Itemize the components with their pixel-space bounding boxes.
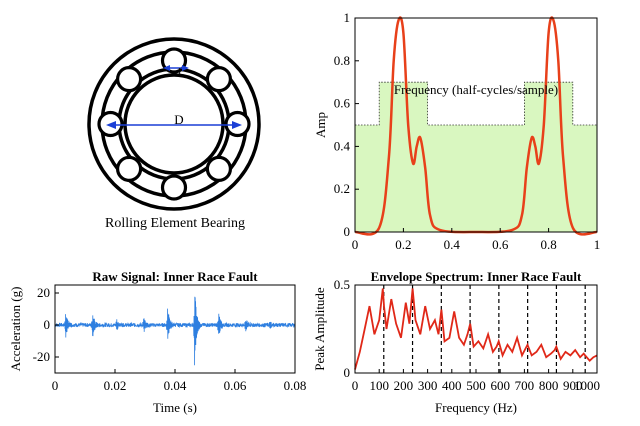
filter-x-label: Frequency (half-cycles/sample) [394,82,558,97]
raw-x-ticks: 0 0.02 0.04 0.06 0.08 [52,369,307,393]
envelope-x-tick-label: 1000 [574,378,600,393]
rolling-element-ball [205,155,233,183]
filter-axes-frame [354,17,598,233]
envelope-x-tick-label: 100 [369,378,389,393]
raw-title: Raw Signal: Inner Race Fault [92,269,258,284]
filter-x-tick-label: 0.8 [540,237,556,252]
filter-x-tick-label: 0.6 [492,237,509,252]
rolling-elements [97,47,251,201]
raw-y-label: Acceleration (g) [8,287,23,372]
envelope-x-label: Frequency (Hz) [435,400,517,415]
pitch-diameter-label: D [174,112,183,127]
bearing-outer-ring [87,37,261,211]
filter-x-tick-label: 0 [352,237,359,252]
raw-y-tick-label: 20 [37,285,50,300]
ball-arrow-head-left [163,65,170,71]
envelope-title: Envelope Spectrum: Inner Race Fault [371,269,582,284]
filter-passband-outline [355,81,597,126]
filter-y-tick-label: 0.4 [334,138,351,153]
pitch-arrow-head-left [106,121,116,129]
filter-passband-fill [355,82,597,232]
raw-x-label: Time (s) [153,400,197,415]
raw-axes-frame [54,284,296,374]
envelope-spectrum-line [354,288,598,370]
harmonic-markers [383,285,586,373]
raw-signal-line [54,296,296,366]
ball-arrow-head-right [182,65,189,71]
envelope-x-tick-label: 800 [539,378,559,393]
bearing-caption: Rolling Element Bearing [105,216,245,231]
filter-x-ticks: 0 0.2 0.4 0.6 0.8 1 [352,228,601,252]
filter-x-tick-label: 0.4 [444,237,461,252]
envelope-x-tick-label: 500 [466,378,486,393]
envelope-x-tick-label: 300 [418,378,438,393]
filter-y-label: Amp [313,112,328,138]
envelope-y-tick-label: 0.5 [334,277,350,292]
envelope-y-label: Peak Amplitude [312,287,327,371]
filter-y-tick-label: 1 [344,10,351,25]
filter-y-tick-label: 0.2 [334,181,350,196]
rolling-element-ball [205,65,233,93]
filter-x-tick-label: 1 [594,237,601,252]
filter-x-tick-label: 0.2 [395,237,411,252]
rolling-element-ball [115,65,143,93]
raw-y-tick-label: -20 [33,349,50,364]
filter-response-chart: 0 0.2 0.4 0.6 0.8 1 0 0.2 0.4 0.6 0.8 1 Frequency … [313,10,600,252]
envelope-x-tick-label: 200 [394,378,414,393]
envelope-x-tick-label: 700 [515,378,535,393]
filter-y-tick-label: 0 [344,224,351,239]
envelope-y-ticks: 00.5 [334,277,359,380]
raw-x-tick-label: 0 [52,378,59,393]
rolling-element-ball [160,174,188,201]
raw-x-tick-label: 0.08 [284,378,307,393]
bearing-inner-ring [123,73,225,175]
raw-y-tick-label: 0 [44,317,51,332]
raw-x-tick-label: 0.06 [224,378,247,393]
envelope-x-tick-label: 600 [490,378,510,393]
rolling-element-ball [115,155,143,183]
envelope-x-tick-label: 900 [563,378,583,393]
envelope-x-tick-label: 400 [442,378,462,393]
raw-x-tick-label: 0.02 [104,378,127,393]
raw-x-tick-label: 0.04 [164,378,187,393]
filter-y-tick-label: 0.6 [334,96,351,111]
filter-y-tick-label: 0.8 [334,53,350,68]
ball-diameter-label: d [175,65,181,79]
pitch-arrow-head-right [232,121,242,129]
envelope-y-tick-label: 0 [344,365,351,380]
envelope-x-tick-label: 0 [352,378,359,393]
filter-y-ticks: 0 0.2 0.4 0.6 0.8 1 [334,10,359,239]
bearing-diagram: d D Rolling Element Bearing [87,37,261,231]
raw-y-ticks: -20 0 20 [33,285,59,364]
